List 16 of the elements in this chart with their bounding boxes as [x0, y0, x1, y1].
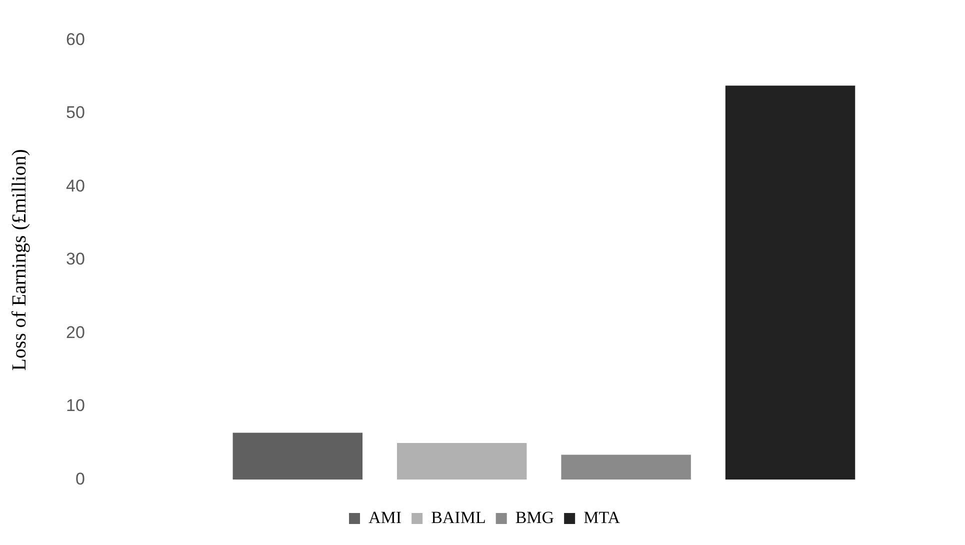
y-tick-label: 50	[66, 103, 85, 122]
y-tick-label: 10	[66, 396, 85, 416]
y-tick-label: 0	[75, 469, 85, 488]
bar	[396, 442, 527, 480]
y-tick-label: 20	[66, 322, 85, 342]
bar	[561, 454, 691, 480]
legend-label: AMI	[368, 508, 402, 527]
bar	[725, 86, 856, 480]
y-tick-label: 30	[66, 250, 85, 269]
bar	[232, 432, 363, 480]
legend-label: BMG	[515, 508, 554, 527]
y-tick-label: 40	[66, 176, 85, 196]
y-axis-title: Loss of Earnings (£million)	[8, 149, 30, 371]
legend-label: MTA	[584, 508, 621, 527]
y-tick-label: 60	[66, 30, 85, 49]
legend-label: BAIML	[431, 508, 486, 527]
